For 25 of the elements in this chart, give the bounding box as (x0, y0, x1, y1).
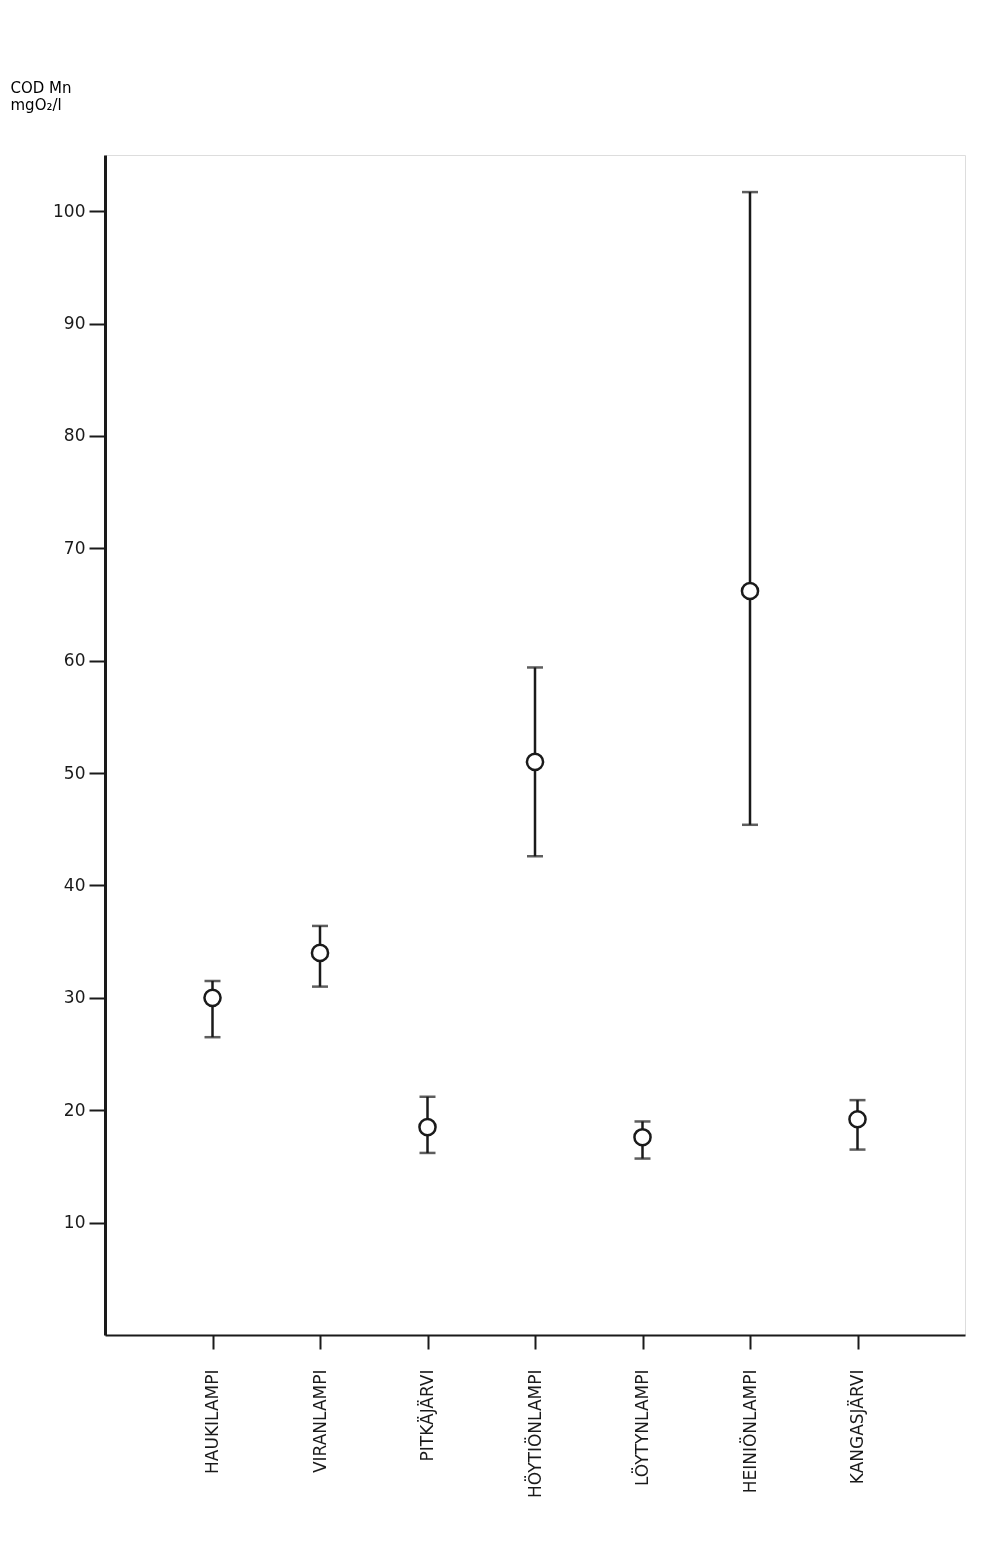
x-tick-label: KANGASJÄRVI (847, 1369, 867, 1485)
point (740, 581, 760, 601)
x-tick-label: HEINIÖNLAMPI (738, 1369, 760, 1494)
point (418, 1117, 437, 1137)
y-tick-label: 30 (63, 987, 86, 1008)
y-tick-label: 60 (63, 650, 86, 671)
y-tick-label: 90 (63, 313, 86, 334)
point (525, 752, 545, 772)
y-tick-label: 70 (63, 537, 86, 558)
x-tick-label: HÖYTIÖNLAMPI (523, 1369, 545, 1499)
x-tick-label: VIRANLAMPI (309, 1369, 330, 1474)
y-tick-label: 100 (53, 200, 86, 221)
y-tick-label: 50 (63, 762, 86, 783)
y-tick-label: 20 (63, 1099, 86, 1120)
y-tick-label: 80 (63, 425, 86, 446)
point (203, 988, 222, 1008)
point (310, 943, 330, 963)
x-tick-label: LÖYTYNLAMPI (631, 1369, 652, 1487)
y-tick-label: 40 (63, 874, 86, 895)
point (633, 1127, 652, 1147)
point (848, 1109, 867, 1129)
y-axis-title: COD Mn mgO₂/l (10, 78, 72, 114)
x-tick-label: PITKÄJÄRVI (417, 1369, 437, 1462)
x-tick-label: HAUKILAMPI (202, 1369, 222, 1474)
y-tick-label: 10 (63, 1212, 86, 1233)
